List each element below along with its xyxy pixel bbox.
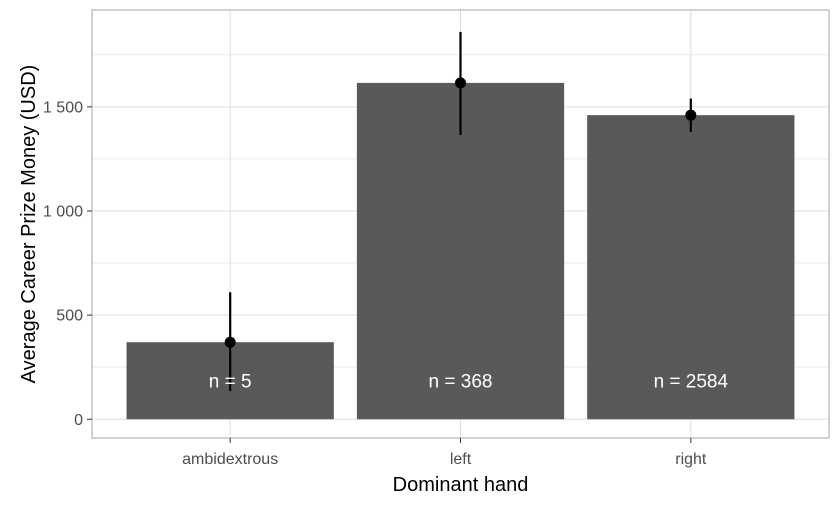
- bar-n-label: n = 5: [209, 372, 252, 393]
- x-tick-label: right: [675, 451, 707, 468]
- bar: [356, 82, 565, 420]
- x-axis: ambidextrous left right: [182, 438, 707, 468]
- x-axis-title: Dominant hand: [393, 474, 529, 496]
- bars: [126, 82, 795, 420]
- mean-point: [224, 336, 236, 348]
- bar-n-label: n = 2584: [654, 372, 729, 393]
- y-axis-title: Average Career Prize Money (USD): [18, 65, 40, 384]
- y-tick-label: 500: [56, 308, 83, 325]
- mean-point: [685, 109, 697, 121]
- y-tick-label: 0: [74, 412, 83, 429]
- bar: [587, 115, 795, 420]
- error-bars: [224, 31, 697, 392]
- bar-n-label: n = 368: [429, 372, 493, 393]
- x-tick-label: left: [450, 451, 472, 468]
- y-axis: 0 500 1 000 1 500: [43, 99, 92, 429]
- y-tick-label: 1 000: [43, 203, 83, 220]
- x-tick-label: ambidextrous: [182, 451, 278, 468]
- y-tick-label: 1 500: [43, 99, 83, 116]
- bar-labels: n = 5 n = 368 n = 2584: [209, 372, 729, 393]
- mean-point: [455, 77, 466, 89]
